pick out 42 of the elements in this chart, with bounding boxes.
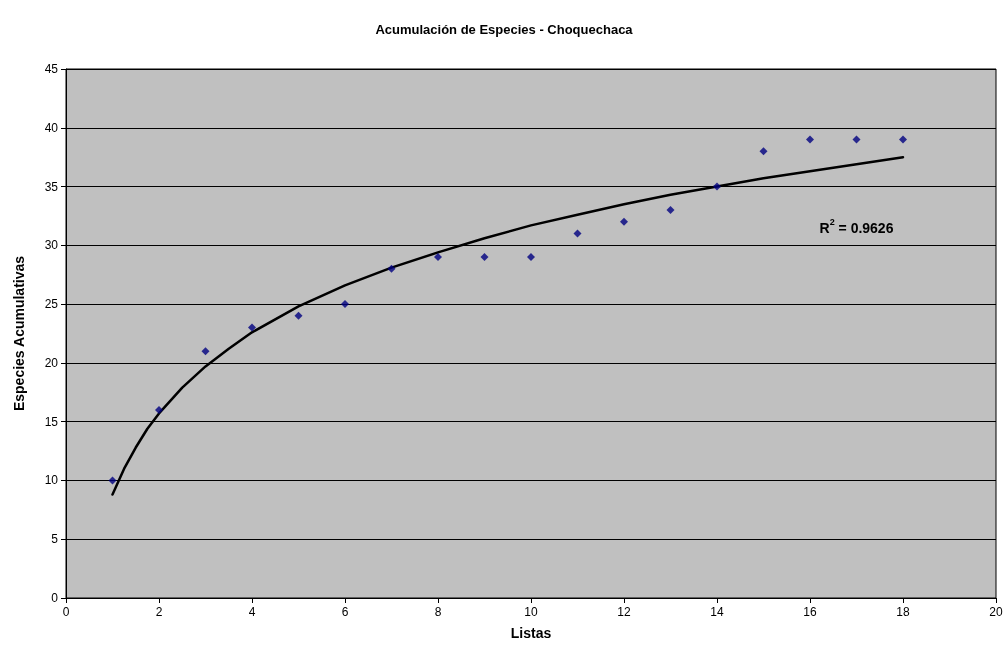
y-tick-label: 45 bbox=[44, 62, 59, 76]
x-tick-label: 16 bbox=[803, 605, 817, 619]
x-axis-title: Listas bbox=[510, 625, 552, 641]
y-tick-label: 40 bbox=[44, 120, 59, 135]
chart-title: Acumulación de Especies - Choquechaca bbox=[375, 22, 634, 37]
y-tick-label: 0 bbox=[51, 591, 59, 605]
y-tick-label: 25 bbox=[44, 297, 59, 312]
x-tick-label: 2 bbox=[155, 605, 163, 619]
point bbox=[713, 182, 721, 191]
y-axis-title: Especies Acumulativas bbox=[11, 255, 27, 412]
x-tick-label: 8 bbox=[434, 605, 442, 619]
point bbox=[899, 135, 907, 144]
point bbox=[573, 229, 582, 238]
y-tick-label: 5 bbox=[51, 532, 59, 547]
x-tick-label: 12 bbox=[617, 605, 631, 619]
x-tick-label: 0 bbox=[62, 605, 70, 619]
point bbox=[248, 323, 256, 332]
point bbox=[387, 264, 396, 273]
point bbox=[108, 476, 117, 485]
point bbox=[434, 253, 442, 262]
x-tick-label: 18 bbox=[896, 605, 910, 619]
point bbox=[341, 300, 349, 309]
y-tick-label: 35 bbox=[44, 179, 59, 194]
point bbox=[480, 253, 489, 262]
y-tick-label: 20 bbox=[44, 355, 59, 370]
point bbox=[666, 206, 675, 215]
x-tick-label: 14 bbox=[710, 605, 724, 619]
x-tick-label: 4 bbox=[248, 605, 256, 619]
x-tick-label: 20 bbox=[989, 605, 1003, 619]
y-tick-label: 15 bbox=[44, 414, 59, 429]
point bbox=[806, 135, 814, 144]
x-tick-label: 10 bbox=[524, 605, 538, 619]
y-tick-label: 10 bbox=[44, 473, 59, 488]
point bbox=[155, 405, 163, 414]
point bbox=[620, 217, 628, 226]
point bbox=[852, 135, 861, 144]
point bbox=[201, 347, 210, 356]
x-tick-label: 6 bbox=[341, 605, 349, 619]
point bbox=[294, 311, 303, 320]
point bbox=[759, 147, 768, 156]
point bbox=[527, 253, 535, 262]
y-tick-label: 30 bbox=[44, 238, 59, 253]
